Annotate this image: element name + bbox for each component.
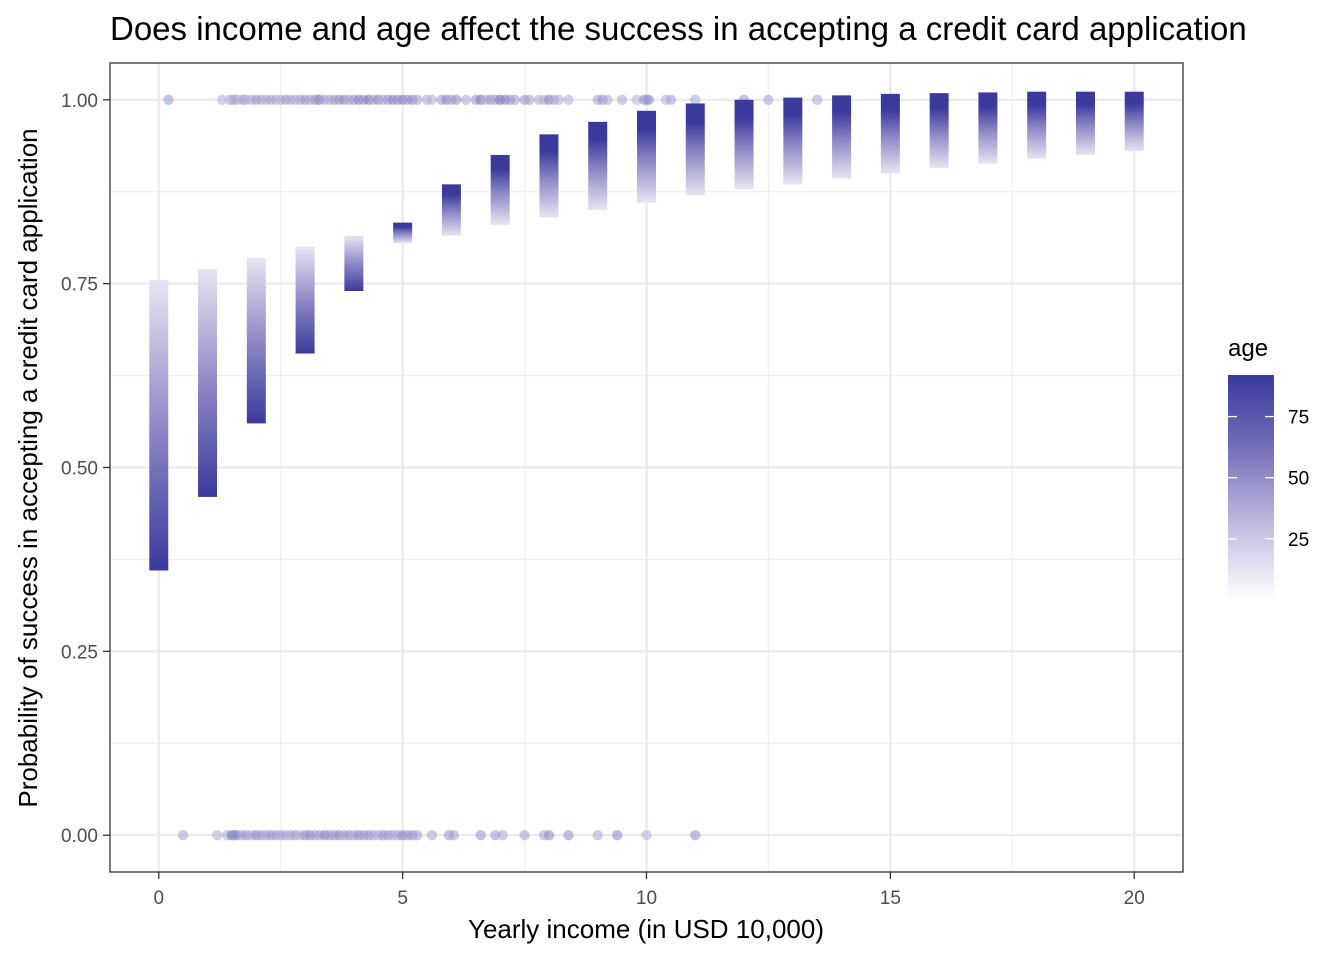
- legend-ticks: 25 50 75: [1228, 408, 1309, 551]
- rejected-point: [490, 830, 501, 841]
- accepted-point: [616, 94, 628, 105]
- rejected-point: [690, 830, 701, 841]
- rejected-point: [177, 830, 189, 841]
- rejected-point: [519, 830, 530, 841]
- x-axis-label: Yearly income (in USD 10,000): [468, 914, 824, 944]
- probability-bar: [539, 134, 559, 218]
- probability-bar: [490, 154, 510, 225]
- probability-bars: [149, 91, 1144, 571]
- rejected-point: [563, 830, 574, 841]
- y-tick-label: 0.00: [61, 826, 98, 847]
- y-tick-label: 0.75: [61, 275, 98, 296]
- x-tick-label: 20: [1124, 888, 1145, 909]
- y-tick-label: 0.25: [61, 642, 98, 663]
- legend: age 25 50 75: [1228, 335, 1309, 600]
- rejected-point: [641, 830, 652, 841]
- accepted-point: [563, 94, 574, 105]
- accepted-point: [602, 94, 613, 105]
- x-tick-label: 15: [880, 888, 901, 909]
- accepted-point: [631, 94, 642, 105]
- probability-bar: [588, 121, 608, 211]
- accepted-point: [460, 94, 472, 105]
- x-tick-label: 5: [397, 888, 408, 909]
- probability-bar: [637, 110, 656, 203]
- accepted-point: [763, 94, 774, 105]
- accepted-point: [812, 94, 823, 105]
- probability-bar: [246, 257, 266, 424]
- x-tick-label: 10: [636, 888, 657, 909]
- probability-bar: [149, 279, 169, 571]
- probability-bar: [832, 95, 852, 179]
- probability-bar: [929, 93, 949, 169]
- x-tick-label: 0: [153, 888, 164, 909]
- rejected-point: [543, 830, 555, 841]
- chart-title: Does income and age affect the success i…: [110, 10, 1247, 47]
- probability-bar: [685, 103, 705, 196]
- legend-tick-label: 50: [1288, 469, 1309, 490]
- rejected-point: [448, 830, 460, 841]
- accepted-point: [216, 94, 228, 105]
- probability-bar: [441, 184, 461, 236]
- accepted-point: [553, 94, 564, 105]
- probability-bar: [393, 222, 413, 244]
- accepted-point: [690, 94, 701, 105]
- probability-bar: [295, 246, 315, 354]
- legend-colorbar: [1228, 375, 1274, 600]
- observed-points: [163, 94, 823, 841]
- rejected-point: [497, 830, 508, 841]
- legend-tick-label: 75: [1288, 408, 1309, 429]
- accepted-point: [665, 94, 677, 105]
- rejected-point: [426, 830, 438, 841]
- accepted-point: [412, 94, 423, 105]
- y-axis-label: Probability of success in accepting a cr…: [13, 128, 43, 807]
- accepted-point: [524, 94, 535, 105]
- probability-bar: [344, 235, 364, 291]
- rejected-point: [412, 830, 423, 841]
- rejected-point: [212, 830, 223, 841]
- y-axis: 0.00 0.25 0.50 0.75 1.00: [61, 91, 110, 847]
- accepted-point: [163, 94, 174, 105]
- rejected-point: [612, 830, 623, 841]
- accepted-point: [426, 94, 438, 105]
- probability-bar: [198, 268, 218, 497]
- legend-title: age: [1228, 335, 1268, 362]
- y-tick-label: 0.50: [61, 459, 98, 480]
- y-tick-label: 1.00: [61, 91, 98, 112]
- probability-bar: [783, 97, 803, 185]
- accepted-point: [643, 94, 655, 105]
- probability-bar: [978, 92, 998, 164]
- legend-tick-label: 25: [1288, 530, 1309, 551]
- accepted-point: [509, 94, 521, 105]
- rejected-point: [592, 830, 603, 841]
- x-axis: 0 5 10 15 20: [153, 872, 1145, 909]
- probability-bar: [1124, 91, 1144, 152]
- rejected-point: [475, 830, 486, 841]
- probability-bar: [1027, 91, 1047, 159]
- accepted-point: [451, 94, 462, 105]
- probability-bar: [880, 93, 900, 174]
- probability-bar: [1075, 91, 1095, 155]
- probability-bar: [734, 99, 754, 190]
- plot-panel: [109, 62, 1184, 873]
